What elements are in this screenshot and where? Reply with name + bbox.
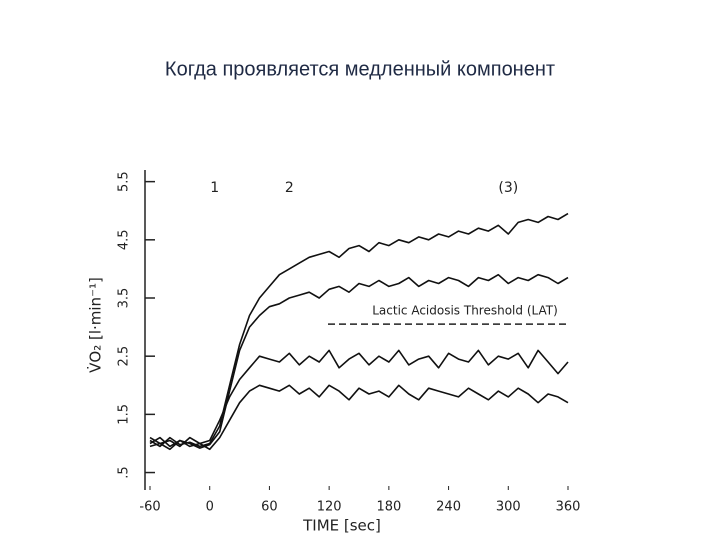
x-tick-label: 360 <box>556 500 581 515</box>
x-axis-label: TIME [sec] <box>302 517 381 535</box>
x-tick-label: 60 <box>261 500 278 515</box>
y-axis-label: V̇O₂ [l·min⁻¹] <box>86 277 105 373</box>
data-line <box>149 212 569 448</box>
data-line <box>149 384 569 451</box>
y-tick-label: 4.5 <box>117 229 132 250</box>
y-tick-label: 1.5 <box>117 404 132 425</box>
y-tick-label: 5.5 <box>117 171 132 192</box>
x-tick-label: 180 <box>376 500 401 515</box>
data-line <box>149 349 569 448</box>
y-tick-label: 2.5 <box>117 346 132 367</box>
threshold-label: Lactic Acidosis Threshold (LAT) <box>372 304 558 318</box>
x-tick-label: 300 <box>496 500 521 515</box>
slide-title: Когда проявляется медленный компонент <box>165 58 555 80</box>
curve-label: (3) <box>498 180 518 196</box>
x-tick-label: 240 <box>436 500 461 515</box>
data-line <box>149 273 569 449</box>
curve-label: 1 <box>210 180 219 196</box>
curve-label: 2 <box>285 180 294 196</box>
x-tick-label: 0 <box>206 500 214 515</box>
x-tick-label: 120 <box>317 500 342 515</box>
y-tick-label: .5 <box>117 466 132 478</box>
x-tick-label: -60 <box>139 500 160 515</box>
y-tick-label: 3.5 <box>117 288 132 309</box>
